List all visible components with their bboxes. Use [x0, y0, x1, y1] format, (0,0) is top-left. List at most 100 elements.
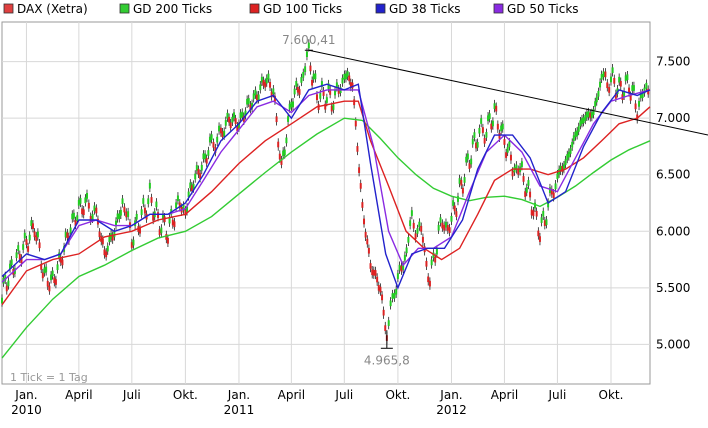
legend-swatch	[375, 3, 386, 14]
dax-candle-down	[330, 105, 333, 112]
dax-candle-down	[298, 89, 301, 95]
dax-candle-up	[572, 135, 575, 142]
dax-candle-down	[98, 231, 101, 238]
dax-candle-down	[48, 285, 51, 292]
dax-candle-up	[632, 85, 635, 91]
dax-candle-down	[366, 238, 369, 245]
dax-candle-up	[45, 266, 48, 273]
y-tick-label: 5.500	[656, 281, 690, 295]
dax-candle-up	[332, 104, 335, 110]
dax-candle-up	[140, 209, 143, 216]
dax-candle-up	[291, 101, 294, 108]
dax-candle-down	[111, 234, 114, 241]
dax-candle-up	[626, 74, 629, 80]
dax-candle-up	[341, 77, 344, 84]
dax-candle-up	[398, 264, 401, 271]
y-tick-label: 7.000	[656, 111, 690, 125]
dax-candle-up	[432, 252, 435, 259]
dax-candle-up	[132, 239, 135, 246]
dax-candle-down	[262, 80, 265, 86]
dax-candle-up	[195, 165, 198, 171]
dax-candle-up	[204, 153, 207, 160]
dax-candle-down	[95, 207, 98, 214]
dax-candle-up	[208, 136, 211, 143]
dax-candle-down	[74, 220, 77, 226]
dax-candle-up	[508, 141, 511, 148]
dax-candle-down	[604, 71, 607, 78]
dax-candle-up	[547, 201, 550, 208]
dax-candle-up	[488, 113, 491, 120]
dax-candle-up	[600, 73, 603, 80]
dax-candle-up	[223, 130, 226, 137]
dax-candle-up	[160, 227, 163, 234]
dax-candle-up	[168, 217, 171, 224]
dax-candle-down	[446, 225, 449, 231]
legend-label: GD 50 Ticks	[507, 2, 579, 16]
dax-candle-up	[346, 71, 349, 77]
dax-candle-up	[452, 200, 455, 206]
dax-candle-down	[157, 212, 160, 218]
dax-candle-up	[9, 263, 12, 270]
legend-swatch	[119, 3, 130, 14]
legend: DAX (Xetra) GD 200 Ticks GD 100 Ticks GD 38…	[3, 2, 579, 16]
dax-candle-down	[66, 232, 69, 239]
dax-candle-up	[119, 209, 122, 216]
dax-candle-up	[501, 123, 504, 130]
dax-candle-up	[182, 204, 185, 211]
dax-candle-up	[639, 92, 642, 99]
dax-candle-up	[319, 93, 322, 99]
dax-candle-up	[564, 159, 567, 165]
dax-candle-up	[458, 178, 461, 184]
dax-candle-down	[125, 211, 128, 218]
dax-candle-down	[31, 223, 34, 229]
dax-candle-down	[606, 82, 609, 89]
dax-candle-down	[105, 251, 108, 258]
dax-candle-down	[205, 157, 208, 164]
dax-candle-up	[645, 82, 648, 89]
dax-candle-down	[356, 146, 359, 152]
dax-candle-up	[418, 221, 421, 228]
dax-candle-up	[56, 264, 59, 271]
dax-candle-down	[46, 280, 49, 287]
dax-candle-up	[485, 131, 488, 138]
x-tick-label: April	[65, 388, 92, 402]
dax-candle-up	[17, 245, 20, 251]
dax-candle-down	[511, 170, 514, 177]
dax-candle-down	[309, 65, 312, 72]
dax-candle-up	[327, 83, 330, 89]
dax-candle-down	[219, 127, 222, 134]
dax-candle-down	[537, 230, 540, 237]
dax-candle-down	[354, 120, 357, 127]
dax-candle-up	[50, 274, 53, 281]
dax-candle-down	[532, 210, 535, 217]
dax-candle-up	[259, 84, 262, 91]
dax-candle-down	[524, 191, 527, 197]
dax-candle-up	[506, 146, 509, 153]
dax-candle-up	[216, 136, 219, 143]
dax-candle-up	[444, 221, 447, 228]
dax-candle-up	[300, 77, 303, 83]
dax-candle-up	[566, 154, 569, 160]
dax-candle-up	[15, 252, 18, 259]
x-tick-label: Jan.	[439, 388, 462, 402]
dax-candle-down	[270, 91, 273, 98]
dax-candle-up	[403, 254, 406, 261]
dax-candle-down	[236, 125, 239, 132]
dax-candle-down	[443, 224, 446, 231]
dax-candle-down	[61, 259, 64, 266]
dax-candle-up	[470, 158, 473, 165]
x-year-label: 2010	[11, 403, 42, 417]
dax-candle-down	[101, 238, 104, 245]
footnote: 1 Tick = 1 Tag	[10, 371, 88, 384]
dax-candle-up	[86, 193, 89, 199]
dax-candle-down	[529, 191, 532, 198]
dax-candle-down	[212, 141, 215, 148]
dax-candle-up	[344, 73, 347, 80]
dax-candle-up	[641, 92, 644, 98]
dax-candle-down	[412, 222, 415, 229]
dax-candle-down	[138, 227, 141, 234]
gd-50-ticks-line	[1, 89, 651, 283]
dax-candle-down	[184, 209, 187, 216]
dax-candle-up	[186, 206, 189, 213]
